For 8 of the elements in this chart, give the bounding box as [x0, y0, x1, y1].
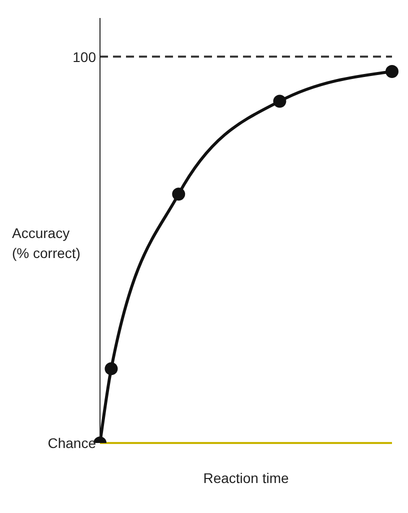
x-axis-title: Reaction time [203, 470, 290, 486]
point [172, 188, 186, 201]
point [273, 94, 286, 108]
point [386, 64, 398, 78]
text: Chance [48, 434, 96, 452]
point [104, 362, 118, 376]
y-axis-title: Accuracy (% correct) [12, 224, 80, 263]
text: 100 [72, 48, 96, 66]
